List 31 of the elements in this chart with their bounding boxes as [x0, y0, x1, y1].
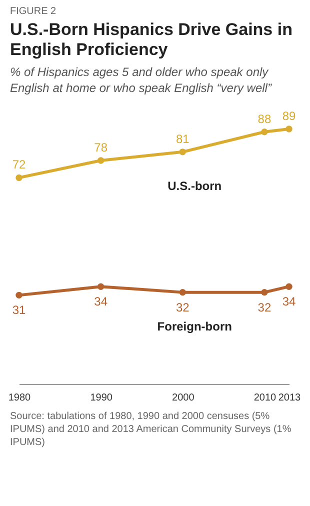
x-tick-label: 1990: [90, 392, 113, 404]
data-label: 88: [258, 112, 272, 126]
point: [179, 288, 186, 296]
point: [16, 174, 22, 182]
data-label: 34: [282, 294, 296, 309]
point: [286, 126, 292, 132]
point: [97, 157, 104, 164]
chart-subtitle: % of Hispanics ages 5 and older who speak only English at home or who speak English “very well”: [9, 64, 273, 96]
data-label: 32: [258, 300, 272, 314]
point: [286, 283, 292, 290]
x-tick-label: 2010: [254, 392, 277, 404]
data-label: 32: [176, 300, 190, 314]
text: U.S.-born: [168, 178, 222, 193]
data-label: 72: [12, 158, 26, 172]
chart-title: U.S.-Born Hispanics Drive Gains in English Proficiency: [9, 19, 294, 61]
x-tick-label: 2013: [278, 392, 302, 404]
data-label: 78: [94, 140, 108, 155]
point: [261, 288, 268, 296]
data-label: 81: [176, 132, 190, 146]
x-tick-label: 1980: [8, 392, 32, 404]
data-label: 31: [12, 303, 26, 318]
source-note: Source: tabulations of 1980, 1990 and 2000 censuses (5% IPUMS) and 2010 and 2013 American Community Surveys (1% IPUMS): [9, 410, 292, 450]
point: [261, 128, 268, 136]
point: [97, 283, 104, 290]
caption: FIGURE 2: [9, 5, 58, 17]
data-label: 34: [94, 294, 108, 309]
point: [16, 292, 22, 299]
data-label: 89: [282, 109, 296, 123]
x-tick-label: 2000: [172, 392, 195, 404]
point: [179, 148, 186, 156]
text: Foreign-born: [157, 319, 232, 334]
